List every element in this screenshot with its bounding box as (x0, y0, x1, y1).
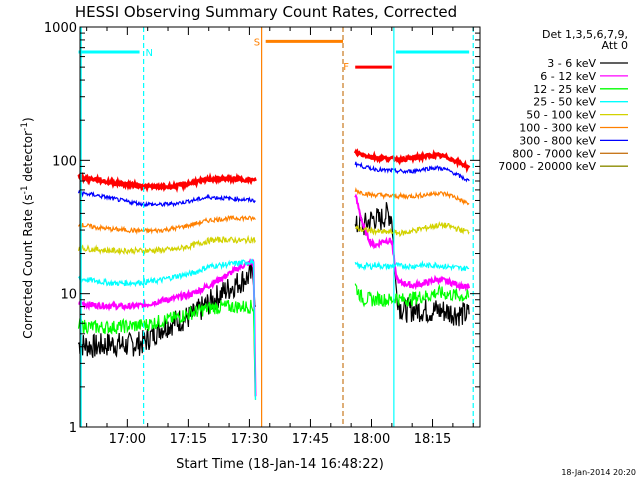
series-line-100-300-kev-seg1 (354, 186, 470, 206)
y-axis-label-mid: detector (21, 131, 35, 186)
series-line-300-800-kev-seg1 (354, 161, 470, 183)
flag-label-F: F (343, 62, 349, 73)
y-tick-label-0: 1 (69, 421, 77, 436)
series-line-3-6-kev-seg1 (354, 202, 470, 327)
legend-header-0: Det 1,3,5,6,7,9, (542, 28, 628, 41)
y-axis-label-main: Corrected Count Rate (s (21, 194, 35, 338)
y-axis-label-exp2: -1 (20, 122, 30, 131)
y-axis-label-end: ) (21, 117, 35, 122)
x-tick-label-2: 17:30 (231, 432, 268, 447)
legend-label-1: 6 - 12 keV (540, 70, 596, 83)
x-tick-label-5: 18:15 (414, 432, 451, 447)
legend-label-2: 12 - 25 keV (533, 83, 596, 96)
series-line-50-100-kev-seg1 (354, 220, 470, 238)
legend-label-3: 25 - 50 keV (533, 96, 596, 109)
series-line-100-300-kev-seg0 (77, 214, 256, 235)
series-line-50-100-kev-seg0 (77, 234, 257, 256)
x-tick-label-0: 17:00 (109, 432, 146, 447)
legend-label-4: 50 - 100 keV (526, 109, 596, 122)
legend-label-0: 3 - 6 keV (547, 57, 596, 70)
legend-header-1: Att 0 (602, 39, 628, 52)
legend-label-6: 300 - 800 keV (519, 134, 596, 147)
plot-area: N S F 1 10 100 1000 17:00 17:15 17:30 17:45 18:00 18… (44, 21, 481, 447)
series-line-3-6-kev-seg0 (77, 263, 257, 358)
x-tick-label-3: 17:45 (292, 432, 329, 447)
series-line-12-25-kev-seg0 (77, 299, 257, 400)
x-tick-label-1: 17:15 (170, 432, 207, 447)
y-tick-label-2: 100 (52, 154, 77, 169)
series-line-300-800-kev-seg0 (77, 189, 256, 208)
series-line-25-50-kev-seg1 (354, 260, 470, 272)
footer-date: 18-Jan-2014 20:20 (561, 468, 636, 477)
series-line-red-seg1 (353, 148, 471, 174)
plot-frame (79, 26, 481, 428)
chart-title: HESSI Observing Summary Count Rates, Cor… (75, 3, 457, 21)
y-axis-label: Corrected Count Rate (s-1 detector-1) (20, 117, 35, 338)
y-axis-label-exp1: -1 (20, 185, 30, 194)
legend-label-5: 100 - 300 keV (519, 122, 596, 135)
y-tick-label-3: 1000 (44, 21, 77, 36)
x-axis-label: Start Time (18-Jan-14 16:48:22) (176, 457, 384, 472)
x-tick-label-4: 18:00 (353, 432, 390, 447)
series-line-6-12-kev-seg0 (78, 258, 257, 397)
series-line-6-12-kev-seg1 (354, 193, 471, 292)
legend-label-8: 7000 - 20000 keV (498, 160, 596, 173)
flag-label-N: N (146, 48, 153, 59)
series-line-red-seg0 (77, 171, 257, 194)
y-tick-label-1: 10 (60, 288, 77, 303)
series-line-12-25-kev-seg1 (354, 283, 470, 308)
flag-label-S: S (254, 37, 260, 48)
series-line-25-50-kev-seg0 (78, 258, 257, 400)
legend-label-7: 800 - 7000 keV (512, 147, 596, 160)
